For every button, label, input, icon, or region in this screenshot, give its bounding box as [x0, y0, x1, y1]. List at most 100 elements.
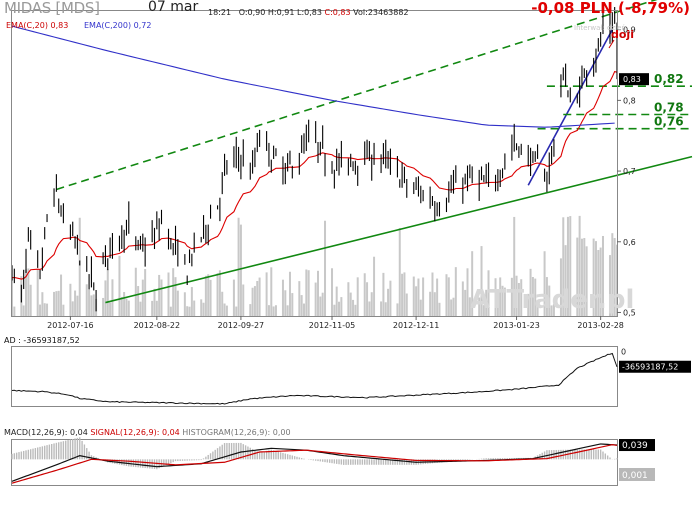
- volume-bar: [333, 304, 336, 316]
- volume-bar: [265, 272, 268, 316]
- volume-bar: [258, 277, 261, 316]
- last-price-label: 0,83: [623, 75, 641, 84]
- volume-bar: [57, 290, 60, 316]
- volume-bar: [578, 215, 581, 316]
- volume-bar: [543, 251, 546, 316]
- volume-bar: [534, 278, 537, 316]
- volume-bar: [503, 287, 506, 316]
- volume-bar: [232, 279, 235, 316]
- x-tick-label: 2013-01-23: [493, 321, 540, 330]
- volume-bar: [204, 275, 207, 316]
- y-tick-label: 0,6: [623, 238, 636, 247]
- volume-bar: [366, 282, 369, 316]
- volume-bar: [331, 268, 334, 316]
- volume-bar: [239, 224, 242, 316]
- volume-bar: [314, 282, 317, 316]
- volume-bar: [251, 287, 254, 316]
- volume-bar: [354, 304, 357, 316]
- volume-bar: [513, 216, 516, 316]
- price-frame: [11, 10, 618, 317]
- volume-bar: [127, 300, 130, 316]
- volume-bar: [60, 274, 63, 316]
- volume-bar: [141, 279, 144, 316]
- volume-bar: [452, 297, 455, 316]
- volume-bar: [520, 279, 523, 316]
- volume-bar: [55, 291, 58, 316]
- volume-bar: [552, 304, 555, 316]
- macd-last-label: 0,039: [622, 441, 648, 451]
- volume-bar: [183, 292, 186, 316]
- volume-bar: [41, 292, 44, 316]
- volume-bar: [585, 246, 588, 316]
- ema-lines: [11, 25, 618, 280]
- volume-bar: [545, 277, 548, 316]
- volume-bar: [22, 305, 25, 316]
- volume-bar: [599, 247, 602, 316]
- y-tick-label: 0,9: [623, 26, 636, 35]
- volume-bar: [496, 293, 499, 316]
- volume-bar: [562, 217, 565, 316]
- volume-bar: [137, 286, 140, 316]
- level-label: 0,76: [654, 115, 684, 129]
- volume-bar: [611, 233, 614, 316]
- trendline-channel-top: [56, 0, 658, 191]
- volume-bar: [256, 280, 259, 316]
- ad-frame: [11, 346, 618, 407]
- price-change: -0,08 PLN (-8,79%): [531, 0, 690, 17]
- volume-bar: [368, 301, 371, 316]
- volume-bar: [450, 299, 453, 316]
- ad-last-label: -36593187,52: [622, 363, 678, 372]
- volume-bar: [405, 293, 408, 316]
- volume-bar: [281, 279, 284, 316]
- close-value: 0,83: [332, 8, 351, 17]
- volume-bar: [109, 302, 112, 316]
- y-tick-label: 0,5: [623, 308, 636, 317]
- volume-bar: [613, 238, 616, 316]
- volume-bar: [123, 292, 126, 316]
- ema200-legend: EMA(C,200) 0,72: [84, 21, 152, 30]
- volume-bar: [592, 238, 595, 316]
- macd-frame: [11, 439, 618, 486]
- volume-bar: [307, 270, 310, 316]
- low-value: 0,83: [304, 8, 322, 17]
- volume-bar: [46, 303, 49, 316]
- volume-bar: [85, 284, 88, 316]
- volume-bar: [90, 295, 93, 316]
- volume-bar: [431, 272, 434, 316]
- macd-line: [11, 443, 618, 482]
- volume-bar: [436, 278, 439, 316]
- volume-bar: [550, 305, 553, 316]
- volume-bar: [324, 220, 327, 316]
- volume-bar: [111, 279, 114, 316]
- hist-last-box: [619, 468, 655, 481]
- volume-bar: [76, 295, 79, 316]
- volume-bar: [53, 291, 56, 316]
- last-price-box: [619, 73, 649, 86]
- ad-line: [11, 352, 618, 405]
- volume-bar: [272, 306, 275, 316]
- high-value: 0,91: [276, 8, 295, 17]
- ad-last-box: [619, 360, 691, 373]
- volume-bar: [417, 278, 420, 316]
- volume-bar: [118, 255, 121, 316]
- volume-bar: [580, 238, 583, 316]
- volume-bar: [27, 268, 30, 316]
- volume-bar: [363, 273, 366, 316]
- volume-bar: [267, 305, 270, 316]
- volume-bar: [422, 277, 425, 316]
- volume-bar: [447, 277, 450, 316]
- volume-bar: [216, 273, 219, 316]
- x-tick-label: 2013-02-28: [577, 321, 624, 330]
- volume-bar: [338, 301, 341, 316]
- volume-bar: [92, 294, 95, 316]
- volume-bar: [235, 306, 238, 316]
- volume-bar: [471, 251, 474, 316]
- volume-bar: [384, 302, 387, 316]
- volume-bar: [242, 284, 245, 316]
- volume-bar: [559, 258, 562, 316]
- volume-bar: [569, 216, 572, 316]
- y-tick-label: 0,7: [623, 167, 636, 176]
- watermark: ATTrader.pl: [470, 285, 634, 315]
- volume-bar: [433, 292, 436, 316]
- volume-bar: [531, 276, 534, 316]
